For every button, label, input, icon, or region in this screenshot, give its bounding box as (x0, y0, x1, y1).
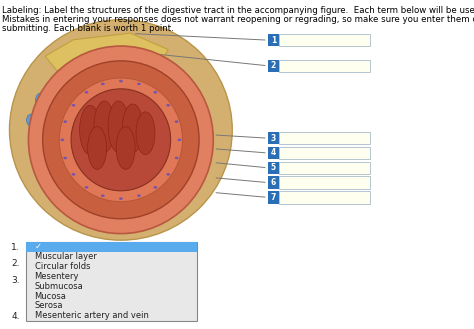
FancyBboxPatch shape (279, 60, 370, 72)
Circle shape (61, 139, 64, 141)
FancyBboxPatch shape (279, 162, 370, 174)
Circle shape (101, 83, 105, 85)
Ellipse shape (43, 61, 199, 219)
FancyBboxPatch shape (268, 162, 279, 174)
Text: Mesenteric artery and vein: Mesenteric artery and vein (35, 311, 148, 320)
Circle shape (137, 194, 141, 197)
Text: 5: 5 (271, 163, 276, 172)
Text: Circular folds: Circular folds (35, 262, 90, 271)
Circle shape (119, 80, 123, 82)
Text: 2: 2 (271, 61, 276, 70)
Circle shape (166, 173, 170, 176)
FancyBboxPatch shape (26, 242, 197, 321)
Text: 1: 1 (271, 36, 276, 45)
Circle shape (119, 197, 123, 200)
Text: ✓: ✓ (35, 242, 42, 251)
Bar (26, 242, 197, 252)
Circle shape (64, 157, 67, 159)
Text: Submucosa: Submucosa (35, 282, 83, 291)
Circle shape (84, 186, 88, 189)
FancyBboxPatch shape (268, 34, 279, 46)
Polygon shape (45, 33, 168, 79)
Circle shape (72, 104, 75, 107)
Text: 2.: 2. (11, 259, 20, 268)
Text: 6: 6 (271, 178, 276, 187)
Circle shape (154, 91, 157, 94)
Circle shape (166, 104, 170, 107)
Circle shape (101, 194, 105, 197)
Circle shape (137, 83, 141, 85)
Ellipse shape (116, 127, 135, 169)
FancyBboxPatch shape (268, 147, 279, 159)
Text: 3: 3 (271, 134, 276, 143)
Text: 3.: 3. (11, 276, 20, 285)
Circle shape (72, 173, 75, 176)
FancyBboxPatch shape (279, 191, 370, 204)
Ellipse shape (108, 101, 129, 152)
Ellipse shape (36, 93, 45, 108)
Ellipse shape (59, 78, 182, 202)
Text: 4: 4 (271, 148, 276, 158)
Text: 4.: 4. (11, 312, 20, 321)
Ellipse shape (88, 127, 107, 169)
Text: Mucosa: Mucosa (35, 291, 66, 301)
Ellipse shape (28, 46, 213, 234)
FancyBboxPatch shape (279, 176, 370, 189)
Text: Labeling: Label the structures of the digestive tract in the accompanying figure: Labeling: Label the structures of the di… (2, 6, 474, 15)
Circle shape (177, 139, 181, 141)
Ellipse shape (71, 89, 171, 191)
Text: Serosa: Serosa (35, 301, 63, 311)
FancyBboxPatch shape (279, 132, 370, 144)
Text: submitting. Each blank is worth 1 point.: submitting. Each blank is worth 1 point. (2, 24, 174, 33)
Ellipse shape (32, 141, 39, 152)
Text: Mesentery: Mesentery (35, 272, 79, 281)
Text: 1.: 1. (11, 243, 20, 252)
Ellipse shape (80, 105, 100, 155)
FancyBboxPatch shape (279, 147, 370, 159)
FancyBboxPatch shape (268, 132, 279, 144)
Ellipse shape (122, 104, 143, 153)
Ellipse shape (94, 101, 115, 152)
Circle shape (84, 91, 88, 94)
Circle shape (174, 120, 178, 123)
Ellipse shape (27, 114, 35, 126)
Circle shape (64, 120, 67, 123)
Circle shape (174, 157, 178, 159)
FancyBboxPatch shape (279, 34, 370, 46)
Text: Muscular layer: Muscular layer (35, 252, 97, 261)
Circle shape (154, 186, 157, 189)
Text: Mistakes in entering your responses does not warrant reopening or regrading, so : Mistakes in entering your responses does… (2, 15, 474, 24)
Text: 7: 7 (271, 193, 276, 202)
FancyBboxPatch shape (268, 60, 279, 72)
FancyBboxPatch shape (268, 191, 279, 204)
Ellipse shape (9, 20, 232, 240)
FancyBboxPatch shape (268, 176, 279, 189)
Ellipse shape (136, 112, 155, 155)
